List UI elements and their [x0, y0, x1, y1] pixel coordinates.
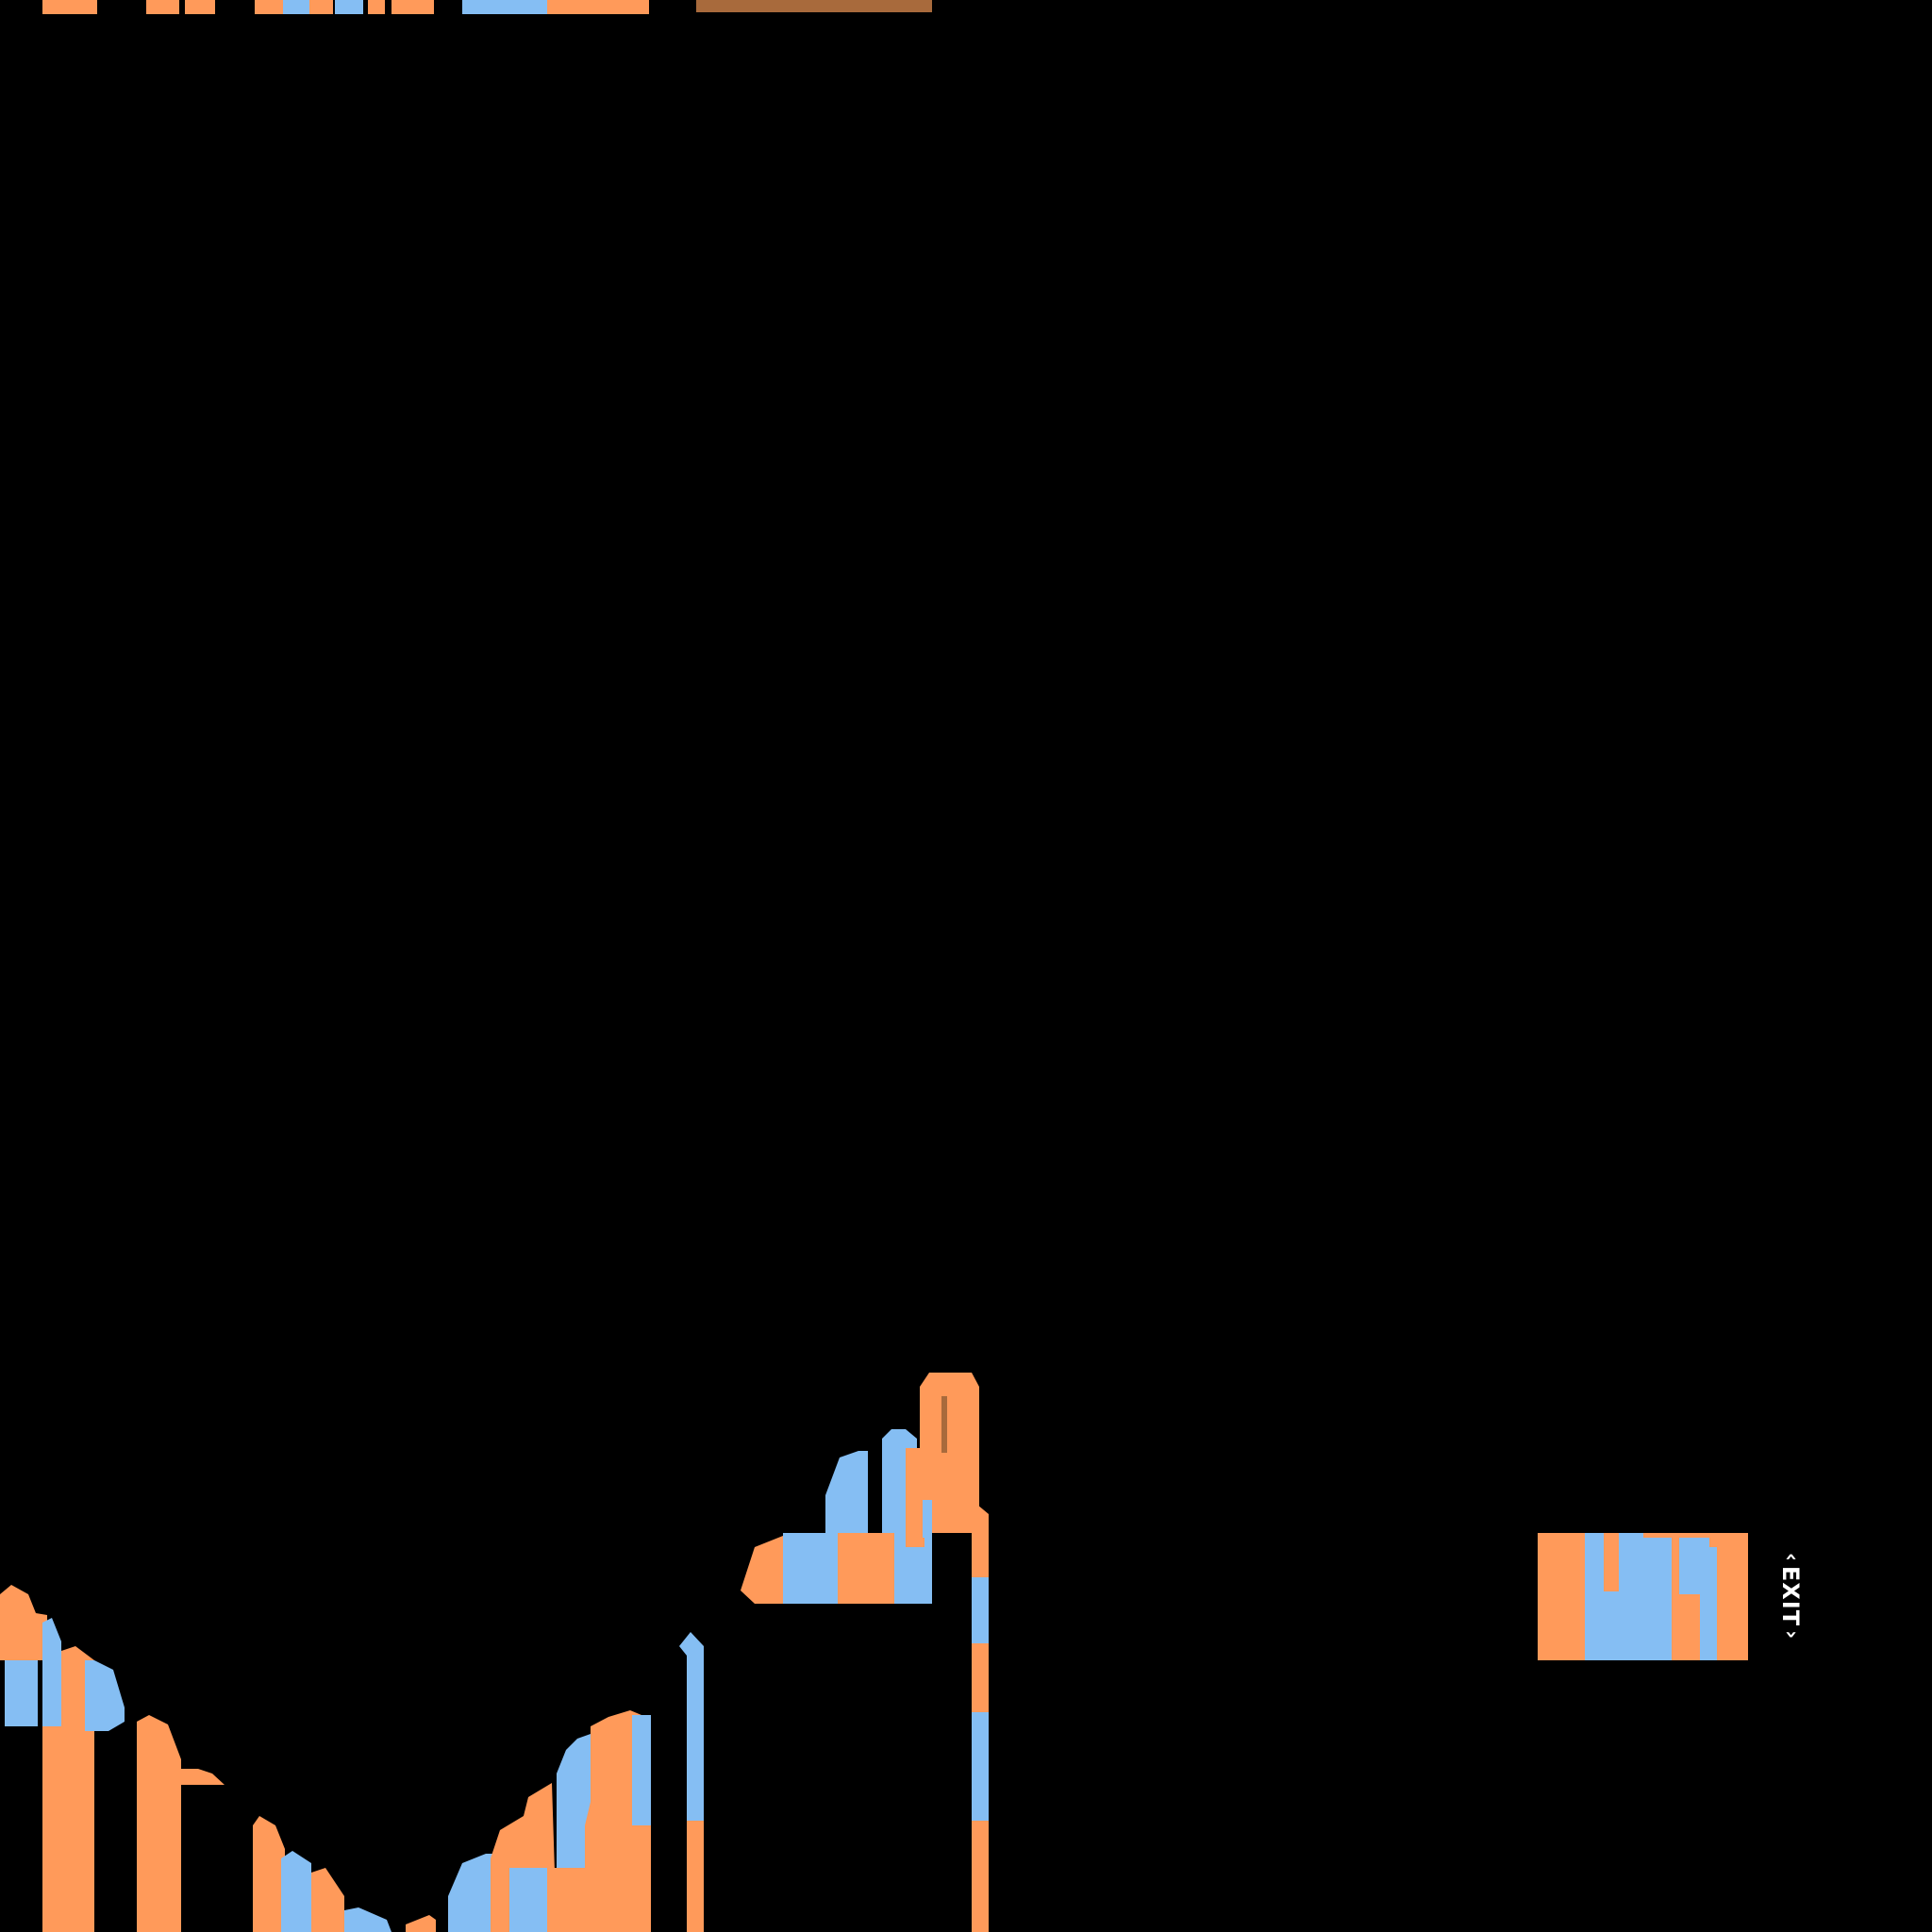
exit-label: EXIT: [1777, 1565, 1804, 1627]
cluster-shape: [972, 1712, 989, 1821]
hill-shape: [557, 1734, 591, 1868]
cluster-shape: [687, 1821, 704, 1932]
hill-shape: [632, 1715, 651, 1828]
top-block: [255, 0, 283, 14]
hill-shape: [0, 1585, 47, 1660]
hill-shape: [509, 1868, 547, 1932]
hill-shape: [42, 1618, 61, 1726]
chevron-left-icon: ‹: [1779, 1552, 1803, 1562]
hill-shape: [311, 1868, 344, 1932]
block-shape: [1672, 1594, 1700, 1660]
cluster-shape: [923, 1500, 932, 1538]
hill-shape: [253, 1816, 285, 1932]
top-block: [42, 0, 97, 14]
cluster-shape: [783, 1533, 840, 1604]
hill-shape: [42, 1646, 94, 1932]
cluster-shape: [741, 1536, 783, 1604]
top-block: [696, 0, 932, 12]
top-block: [309, 0, 333, 14]
middle-hills: [448, 1710, 651, 1932]
hill-shape: [85, 1660, 125, 1731]
center-cluster: [679, 1373, 989, 1932]
top-block: [368, 0, 385, 14]
hill-shape: [618, 1825, 651, 1932]
cluster-shape: [920, 1373, 979, 1533]
cluster-shape: [825, 1451, 868, 1533]
hill-shape: [406, 1915, 436, 1932]
cluster-shape: [941, 1396, 947, 1453]
top-block: [335, 0, 363, 14]
hill-shape: [281, 1851, 311, 1932]
right-block: [1538, 1533, 1748, 1660]
hill-shape: [137, 1715, 225, 1932]
block-shape: [1604, 1533, 1619, 1591]
block-shape: [1643, 1538, 1672, 1660]
hill-shape: [344, 1907, 391, 1932]
top-block: [462, 0, 547, 14]
top-block: [391, 0, 434, 14]
exit-button[interactable]: ‹ EXIT ›: [1777, 1536, 1804, 1657]
block-shape: [1700, 1547, 1717, 1660]
hill-shape: [5, 1660, 38, 1726]
cluster-shape: [838, 1533, 894, 1604]
top-block: [283, 0, 309, 14]
top-edge-shapes: [42, 0, 932, 14]
chevron-right-icon: ›: [1779, 1630, 1803, 1641]
top-block: [185, 0, 215, 14]
cluster-shape: [972, 1577, 989, 1643]
top-block: [547, 0, 649, 14]
left-hills: [0, 1585, 436, 1932]
top-block: [146, 0, 179, 14]
